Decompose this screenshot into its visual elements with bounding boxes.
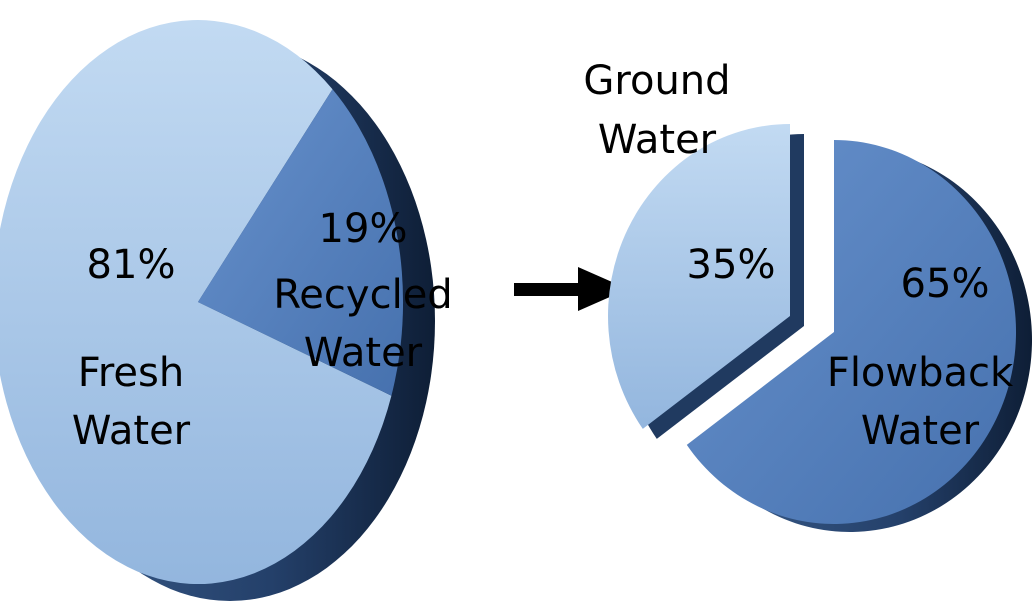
pie-1-recycled-label-line1: Recycled [273, 272, 452, 318]
pie-2-ground-label-line1: Ground [583, 58, 730, 104]
pie-2-flowback-value: 65% [901, 261, 990, 307]
pie-2-slice-ground-water [608, 124, 790, 429]
pie-2-flowback-label-line1: Flowback [827, 350, 1014, 396]
pie-1-slice-recycled-water [198, 89, 404, 396]
pie-1: 81% Fresh Water 19% Recycled Water [0, 20, 453, 601]
flow-arrow-head [578, 267, 628, 311]
pie-1-fresh-label-line2: Water [72, 408, 191, 454]
pie-1-slice-fresh-water [0, 20, 392, 585]
flow-arrow [514, 267, 628, 311]
pie-1-fresh-value: 81% [87, 242, 176, 288]
flow-arrow-shaft [514, 283, 588, 296]
pie-2-ground-label-line2: Water [598, 117, 717, 163]
pie-2-slice-flowback-water [686, 140, 1017, 524]
pie-1-recycled-value: 19% [319, 206, 408, 252]
pie-2-flowback-label-line2: Water [861, 408, 980, 454]
pie-1-recycled-label-line2: Water [304, 330, 423, 376]
pie-2-ground-value: 35% [687, 242, 776, 288]
pie-1-fresh-label-line1: Fresh [78, 350, 184, 396]
pie-2: Ground Water 35% 65% Flowback Water [583, 58, 1033, 533]
